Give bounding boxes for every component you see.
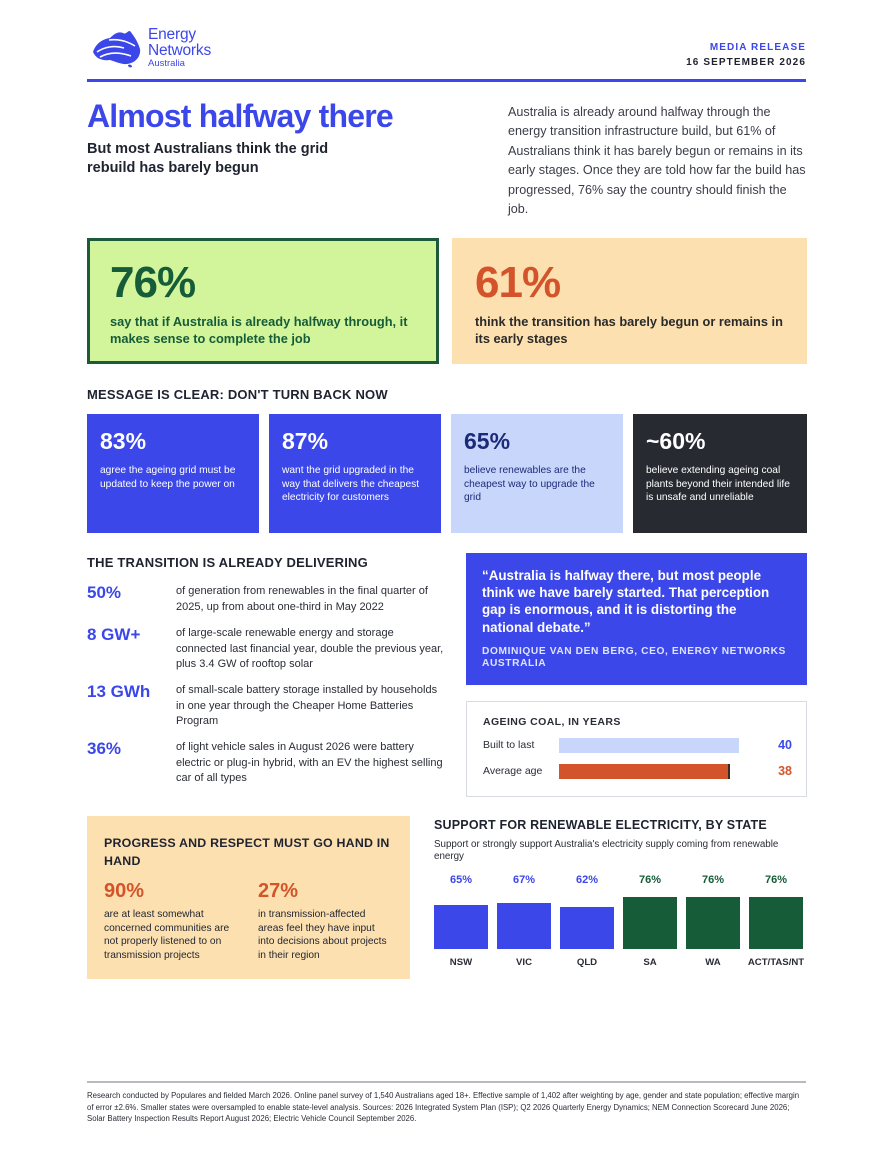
stat-value: 83% xyxy=(100,428,147,454)
headline-stat-complete-job: 76% say that if Australia is already hal… xyxy=(87,238,439,364)
respect-section-heading: PROGRESS AND RESPECT MUST GO HAND IN HAN… xyxy=(104,836,390,868)
page-title: Almost halfway there xyxy=(87,98,394,134)
stat-text: in transmission-affected areas feel they… xyxy=(258,909,387,961)
bar-value-label: 62% xyxy=(575,874,599,886)
delivering-item: 13 GWh of small-scale battery storage in… xyxy=(87,682,447,730)
quote-text: “Australia is halfway there, but most pe… xyxy=(482,568,770,635)
state-column: 76% SA xyxy=(623,868,677,968)
stat-text: are at least somewhat concerned communit… xyxy=(104,909,230,961)
bar xyxy=(623,897,677,949)
delivering-text: of small-scale battery storage installed… xyxy=(176,684,438,728)
bar-value-label: 76% xyxy=(764,874,788,886)
bar-value-label: 76% xyxy=(701,874,725,886)
message-stat-card: 87% want the grid upgraded in the way th… xyxy=(269,414,441,533)
state-chart-title: SUPPORT FOR RENEWABLE ELECTRICITY, BY ST… xyxy=(434,818,767,832)
delivering-item: 50% of generation from renewables in the… xyxy=(87,583,447,615)
delivering-value: 13 GWh xyxy=(87,682,151,701)
category-label: ACT/TAS/NT xyxy=(747,957,805,968)
release-label: MEDIA RELEASE xyxy=(709,42,806,53)
category-label: VIC xyxy=(516,957,532,968)
bar xyxy=(686,897,740,949)
quote-attribution: DOMINIQUE VAN DEN BERG, CEO, ENERGY NETW… xyxy=(482,645,786,670)
intro-paragraph: Australia is already around halfway thro… xyxy=(508,105,806,217)
category-label: SA xyxy=(643,957,657,968)
stat-value: 87% xyxy=(282,428,329,454)
page-subtitle: But most Australians think the grid rebu… xyxy=(87,141,329,176)
stat-value: 27% xyxy=(258,880,299,902)
bar-value-label: 76% xyxy=(638,874,662,886)
coal-row-value: 40 xyxy=(778,738,792,752)
stat-value: 61% xyxy=(475,258,561,307)
bar xyxy=(497,903,551,949)
coal-row-label: Average age xyxy=(483,765,543,777)
bar xyxy=(560,907,614,949)
footnote: Research conducted by Populares and fiel… xyxy=(87,1091,800,1123)
respect-stat: 90% are at least somewhat concerned comm… xyxy=(104,879,239,962)
coal-chart-title: AGEING COAL, IN YEARS xyxy=(483,716,621,728)
state-column: 67% VIC xyxy=(497,868,551,968)
delivering-text: of generation from renewables in the fin… xyxy=(176,585,428,613)
category-label: QLD xyxy=(576,957,598,968)
ceo-quote: “Australia is halfway there, but most pe… xyxy=(466,553,807,685)
delivering-value: 50% xyxy=(87,583,122,602)
state-support-chart: 65% NSW 67% VIC 62% QLD 76% SA 76% WA 76% ACT/TAS/N… xyxy=(434,868,807,968)
respect-stat: 27% in transmission-affected areas feel … xyxy=(258,879,393,962)
release-date: 16 SEPTEMBER 2026 xyxy=(686,57,806,68)
stat-text: want the grid upgraded in the way that d… xyxy=(282,465,420,504)
message-section-heading: MESSAGE IS CLEAR: DON'T TURN BACK NOW xyxy=(87,387,388,402)
australia-map-icon xyxy=(93,30,141,68)
stat-text: say that if Australia is already halfway… xyxy=(110,314,408,346)
delivering-text: of light vehicle sales in August 2026 we… xyxy=(176,741,443,785)
stat-value: 90% xyxy=(104,880,145,902)
state-column: 76% ACT/TAS/NT xyxy=(748,868,804,968)
message-stat-card: ~60% believe extending ageing coal plant… xyxy=(633,414,807,533)
coal-row-value: 38 xyxy=(778,764,792,778)
delivering-text: of large-scale renewable energy and stor… xyxy=(176,627,444,671)
ageing-coal-chart: AGEING COAL, IN YEARS Built to last 40 A… xyxy=(466,701,807,797)
stat-value: 65% xyxy=(464,428,511,454)
logo-word-3: Australia xyxy=(148,58,185,69)
delivering-value: 36% xyxy=(87,739,122,758)
stat-value: ~60% xyxy=(646,428,706,454)
coal-bar-track xyxy=(559,764,739,779)
coal-row-built-to-last: Built to last 40 xyxy=(483,738,792,754)
bar-value-label: 67% xyxy=(512,874,536,886)
state-column: 65% NSW xyxy=(434,868,488,968)
delivering-section-heading: THE TRANSITION IS ALREADY DELIVERING xyxy=(87,555,368,570)
coal-bar xyxy=(559,764,730,779)
respect-stats: 90% are at least somewhat concerned comm… xyxy=(104,879,393,962)
state-column: 62% QLD xyxy=(560,868,614,968)
stat-text: agree the ageing grid must be updated to… xyxy=(100,465,236,490)
header-divider xyxy=(87,79,806,82)
bar xyxy=(434,905,488,949)
message-stat-card: 65% believe renewables are the cheapest … xyxy=(451,414,623,533)
stat-value: 76% xyxy=(110,258,196,307)
bar xyxy=(749,897,803,949)
state-column: 76% WA xyxy=(686,868,740,968)
footer-divider xyxy=(87,1081,806,1083)
logo-word-1: Energy xyxy=(148,26,196,43)
stat-text: think the transition has barely begun or… xyxy=(475,314,783,346)
stat-text: believe renewables are the cheapest way … xyxy=(464,465,595,504)
logo: Energy Networks Australia xyxy=(90,27,211,69)
delivering-item: 36% of light vehicle sales in August 202… xyxy=(87,739,447,787)
category-label: WA xyxy=(705,957,721,968)
coal-row-label: Built to last xyxy=(483,739,535,751)
coal-bar-track xyxy=(559,738,739,753)
message-stat-card: 83% agree the ageing grid must be update… xyxy=(87,414,259,533)
coal-row-average-age: Average age 38 xyxy=(483,764,792,780)
bar-value-label: 65% xyxy=(449,874,473,886)
delivering-item: 8 GW+ of large-scale renewable energy an… xyxy=(87,625,447,673)
delivering-value: 8 GW+ xyxy=(87,625,141,644)
state-chart-subtitle: Support or strongly support Australia's … xyxy=(434,839,779,863)
respect-section: PROGRESS AND RESPECT MUST GO HAND IN HAN… xyxy=(87,816,410,979)
headline-stat-barely-begun: 61% think the transition has barely begu… xyxy=(452,238,807,364)
category-label: NSW xyxy=(449,957,473,968)
release-info: MEDIA RELEASE 16 SEPTEMBER 2026 xyxy=(686,40,806,70)
logo-word-2: Networks xyxy=(148,41,211,59)
stat-text: believe extending ageing coal plants bey… xyxy=(646,465,790,504)
coal-bar xyxy=(559,738,739,753)
